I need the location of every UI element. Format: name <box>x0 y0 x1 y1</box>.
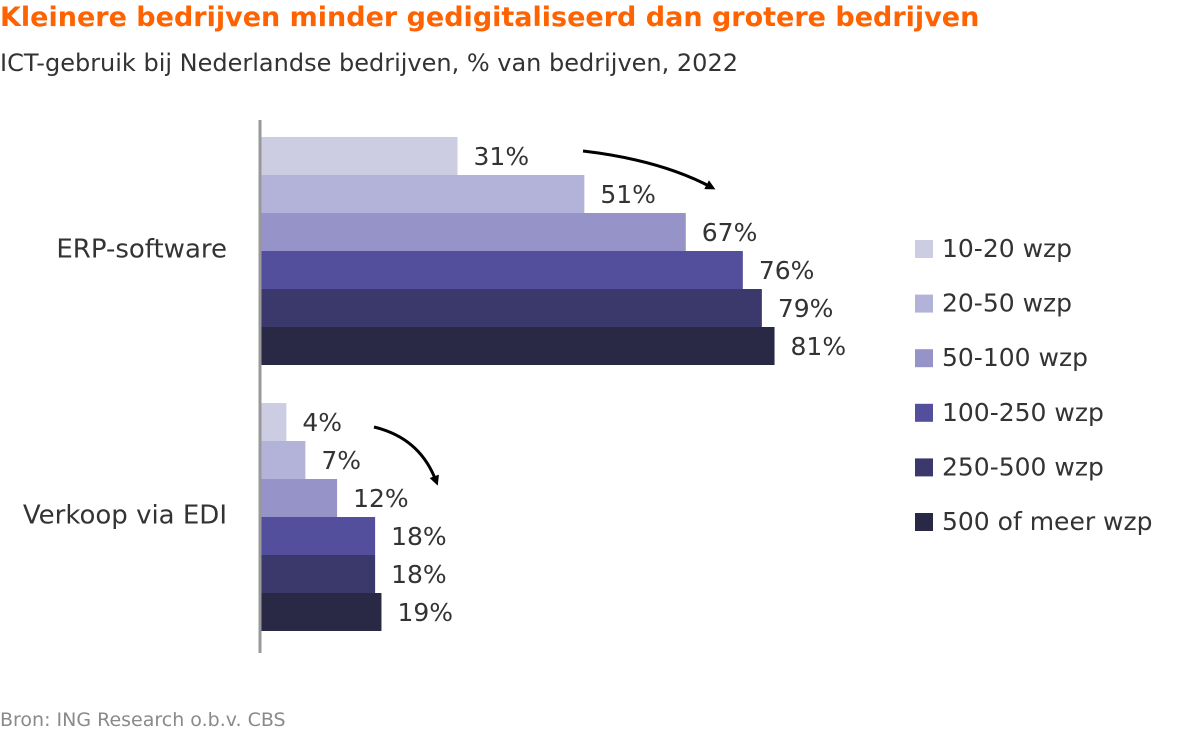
legend-swatch <box>915 458 933 477</box>
legend-label: 100-250 wzp <box>942 398 1104 427</box>
bar <box>261 479 338 517</box>
data-label: 7% <box>321 446 361 475</box>
data-label: 4% <box>302 408 342 437</box>
bar <box>261 593 382 631</box>
legend-swatch <box>915 349 933 368</box>
data-label: 19% <box>397 598 453 627</box>
legend-label: 50-100 wzp <box>942 343 1088 372</box>
category-label: ERP-software <box>56 235 227 265</box>
legend-swatch <box>915 513 933 531</box>
data-label: 12% <box>353 484 409 513</box>
legend-label: 10-20 wzp <box>942 234 1072 263</box>
chart-subtitle: ICT-gebruik bij Nederlandse bedrijven, %… <box>0 49 738 77</box>
data-label: 67% <box>702 218 758 247</box>
category-label: Verkoop via EDI <box>23 501 227 531</box>
legend-label: 250-500 wzp <box>942 452 1104 481</box>
data-label: 76% <box>759 256 815 285</box>
bar <box>261 137 458 175</box>
legend-swatch <box>915 294 933 313</box>
trend-arrow-erp <box>582 149 716 190</box>
bar <box>261 517 376 555</box>
data-label: 31% <box>474 142 530 171</box>
bar <box>261 441 306 479</box>
bar <box>261 327 775 365</box>
bar <box>261 555 376 593</box>
legend-swatch <box>915 403 933 422</box>
legend-label: 500 of meer wzp <box>942 507 1153 536</box>
data-label: 18% <box>391 560 447 589</box>
bar <box>261 289 762 327</box>
data-label: 51% <box>600 180 656 209</box>
bar <box>261 175 585 213</box>
data-label: 18% <box>391 522 447 551</box>
legend-swatch <box>915 240 933 258</box>
data-label: 81% <box>791 332 847 361</box>
source-note: Bron: ING Research o.b.v. CBS <box>0 709 286 731</box>
legend-label: 20-50 wzp <box>942 289 1072 318</box>
bar <box>261 213 686 251</box>
chart-title: Kleinere bedrijven minder gedigitaliseer… <box>0 2 980 33</box>
data-label: 79% <box>778 294 834 323</box>
bar <box>261 403 287 441</box>
trend-arrow-edi <box>373 425 439 486</box>
bar <box>261 251 743 289</box>
